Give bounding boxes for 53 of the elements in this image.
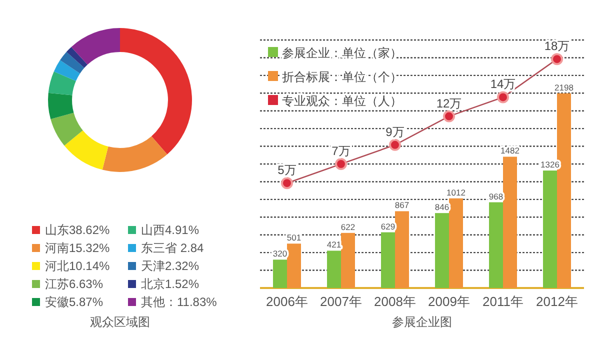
bar (341, 232, 355, 288)
point (335, 158, 347, 170)
bar (273, 260, 287, 288)
data-label: 1012 (446, 187, 466, 198)
legend-label: 河南15.32% (45, 241, 110, 255)
legend-label: 天津2.32% (141, 259, 200, 273)
data-label: 501 (286, 232, 302, 243)
bar (543, 170, 557, 288)
bar (489, 202, 503, 288)
bar (435, 213, 449, 288)
legend-label: 参展企业：单位（家） (282, 46, 402, 60)
legend-label: 河北10.14% (45, 259, 110, 273)
x-tick-label: 2009年 (428, 294, 470, 309)
legend-label: 山东38.62% (45, 223, 110, 237)
bar (395, 211, 409, 288)
legend-label: 江苏6.63% (45, 277, 104, 291)
data-label: 12万 (436, 96, 462, 110)
bar (503, 156, 517, 288)
x-tick-label: 2006年 (266, 294, 308, 309)
data-label: 1482 (500, 146, 520, 156)
legend-label: 专业观众：单位（人） (282, 94, 402, 108)
legend-label: 安徽5.87% (45, 295, 104, 309)
bar (449, 198, 463, 288)
bar (287, 244, 301, 288)
data-label: 18万 (544, 39, 570, 54)
x-tick-label: 2008年 (374, 294, 416, 309)
data-label: 2198 (554, 82, 574, 92)
point (551, 53, 563, 66)
x-tick-label: 2007年 (320, 294, 362, 309)
data-label: 5万 (278, 163, 296, 178)
data-label: 968 (488, 191, 504, 202)
data-label: 629 (380, 221, 396, 232)
data-label: 320 (272, 248, 288, 259)
data-label: 867 (394, 200, 410, 210)
point (443, 110, 455, 122)
data-label: 622 (340, 222, 356, 232)
legend-label: 东三省 2.84 (141, 241, 204, 255)
bar (557, 93, 571, 288)
legend-label: 山西4.91% (141, 223, 200, 237)
x-tick-label: 2012年 (536, 294, 578, 309)
point (497, 91, 509, 104)
bar (381, 232, 395, 288)
x-tick-label: 2011年 (482, 294, 524, 309)
legend-label: 其他：11.83% (141, 295, 218, 309)
data-label: 14万 (490, 77, 516, 92)
bar (327, 250, 341, 288)
point (281, 177, 293, 190)
point (389, 138, 401, 151)
legend-label: 北京1.52% (141, 277, 200, 291)
data-label: 846 (434, 202, 450, 212)
data-label: 421 (326, 240, 342, 250)
text: 观众区域图 (90, 315, 150, 329)
x-axis-title: 参展企业图 (392, 315, 452, 329)
